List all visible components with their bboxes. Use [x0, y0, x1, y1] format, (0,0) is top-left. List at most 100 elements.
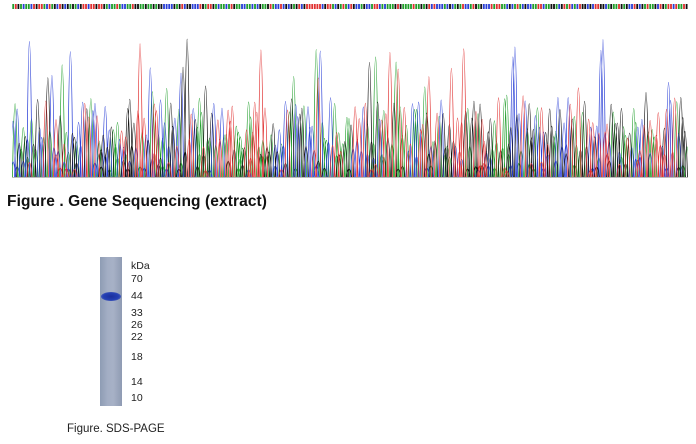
base-call-mark — [446, 4, 449, 9]
base-call-mark — [508, 4, 511, 9]
marker-label-70: 70 — [131, 273, 143, 285]
base-call-mark — [633, 4, 636, 9]
base-call-mark — [391, 4, 394, 9]
base-call-mark — [230, 4, 233, 9]
marker-label-22: 22 — [131, 331, 143, 343]
base-call-mark — [274, 4, 277, 9]
base-call-mark — [150, 4, 152, 9]
base-call-mark — [295, 4, 298, 9]
base-call-mark — [212, 4, 215, 9]
base-call-mark — [319, 4, 321, 9]
base-call-mark — [165, 4, 168, 9]
base-call-mark — [85, 4, 87, 9]
base-call-mark — [654, 4, 657, 9]
base-call-mark — [547, 4, 550, 9]
base-call-mark — [599, 4, 602, 9]
base-call-mark — [303, 4, 306, 9]
base-call-mark — [124, 4, 126, 9]
base-call-mark — [144, 4, 147, 9]
base-call-mark — [589, 4, 592, 9]
base-call-mark — [38, 4, 41, 9]
base-call-mark — [638, 4, 641, 9]
base-call-mark — [311, 4, 314, 9]
base-call-mark — [475, 4, 477, 9]
base-call-mark — [173, 4, 176, 9]
base-call-mark — [428, 4, 431, 9]
base-call-mark — [402, 4, 405, 9]
base-call-mark — [111, 4, 113, 9]
base-call-mark — [550, 4, 553, 9]
base-call-mark — [342, 4, 345, 9]
base-call-mark — [488, 4, 490, 9]
base-call-mark — [139, 4, 142, 9]
base-call-mark — [657, 4, 659, 9]
base-call-mark — [246, 4, 249, 9]
base-call-mark — [503, 4, 506, 9]
base-call-mark — [534, 4, 537, 9]
base-call-mark — [378, 4, 381, 9]
base-call-mark — [399, 4, 402, 9]
base-call-mark — [467, 4, 470, 9]
gene-sequencing-caption: Figure . Gene Sequencing (extract) — [7, 193, 268, 210]
base-call-mark — [87, 4, 90, 9]
base-call-mark — [51, 4, 54, 9]
base-call-mark — [664, 4, 667, 9]
base-call-mark — [142, 4, 145, 9]
base-call-mark — [620, 4, 623, 9]
base-call-mark — [573, 4, 576, 9]
base-call-mark — [576, 4, 579, 9]
base-call-mark — [540, 4, 542, 9]
base-call-mark — [134, 4, 137, 9]
base-call-mark — [407, 4, 410, 9]
base-call-mark — [267, 4, 269, 9]
base-call-mark — [680, 4, 683, 9]
base-call-mark — [472, 4, 475, 9]
base-call-mark — [176, 4, 178, 9]
base-call-mark — [316, 4, 319, 9]
base-call-mark — [98, 4, 100, 9]
base-call-mark — [56, 4, 59, 9]
base-call-mark — [25, 4, 28, 9]
base-call-mark — [235, 4, 238, 9]
base-call-mark — [131, 4, 134, 9]
base-call-mark — [597, 4, 600, 9]
base-call-mark — [625, 4, 628, 9]
base-call-mark — [137, 4, 139, 9]
base-call-mark — [228, 4, 230, 9]
base-call-mark — [451, 4, 454, 9]
base-call-mark — [352, 4, 355, 9]
base-call-mark — [386, 4, 389, 9]
base-call-mark — [220, 4, 223, 9]
base-call-mark — [659, 4, 662, 9]
base-call-mark — [14, 4, 17, 9]
sds-page-gel-lane — [100, 257, 122, 406]
base-call-mark — [412, 4, 415, 9]
base-call-mark — [53, 4, 56, 9]
base-call-mark — [321, 4, 324, 9]
base-call-mark — [126, 4, 129, 9]
base-call-mark — [560, 4, 563, 9]
base-call-mark — [553, 4, 555, 9]
base-call-mark — [555, 4, 558, 9]
base-call-mark — [152, 4, 155, 9]
base-call-mark — [454, 4, 457, 9]
base-call-mark — [222, 4, 225, 9]
base-call-mark — [571, 4, 574, 9]
base-call-mark — [160, 4, 163, 9]
base-call-mark — [74, 4, 77, 9]
base-call-mark — [259, 4, 262, 9]
base-call-mark — [527, 4, 529, 9]
base-call-mark — [345, 4, 347, 9]
base-call-mark — [477, 4, 480, 9]
base-call-mark — [290, 4, 293, 9]
base-call-mark — [615, 4, 618, 9]
base-call-mark — [168, 4, 171, 9]
base-call-mark — [59, 4, 61, 9]
base-call-mark — [225, 4, 228, 9]
base-call-mark — [61, 4, 64, 9]
base-call-mark — [155, 4, 158, 9]
base-call-mark — [675, 4, 678, 9]
base-call-mark — [441, 4, 444, 9]
base-call-mark — [607, 4, 610, 9]
base-call-mark — [612, 4, 615, 9]
